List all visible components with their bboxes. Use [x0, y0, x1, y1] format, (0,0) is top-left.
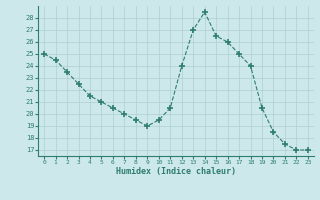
X-axis label: Humidex (Indice chaleur): Humidex (Indice chaleur) — [116, 167, 236, 176]
